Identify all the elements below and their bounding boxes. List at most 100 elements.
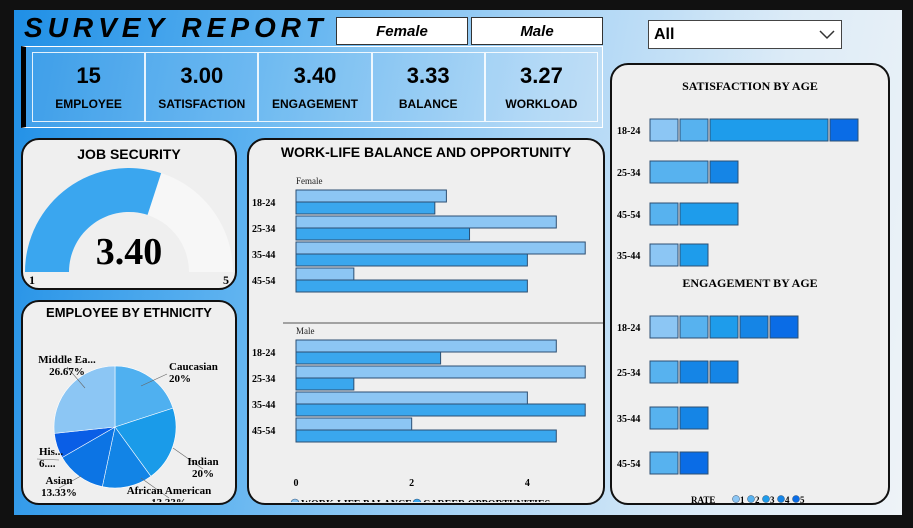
category-label: 18-24: [252, 348, 275, 359]
rating-segment: [649, 360, 679, 384]
rate-legend-marker: [747, 495, 755, 503]
rating-segment: [709, 118, 829, 142]
kpi-value: 15: [76, 63, 101, 88]
pie-slice-label: Middle Ea...: [38, 354, 96, 366]
ethnicity-title: EMPLOYEE BY ETHNICITY: [46, 305, 212, 320]
category-label: 25-34: [252, 224, 275, 235]
age-label: 18-24: [617, 126, 640, 137]
female-filter-button[interactable]: Female: [336, 17, 468, 45]
kpi-label: BALANCE: [398, 97, 458, 111]
kpi-strip: 15 EMPLOYEE 3.00 SATISFACTION 3.40 ENGAGEME…: [21, 46, 603, 128]
ethnicity-card: EMPLOYEE BY ETHNICITY Caucasian 20% Indian…: [21, 300, 237, 505]
work-life-chart: Female 18-24 25-34 35-44 45-54 Male 18-24 25-34…: [252, 176, 603, 502]
wlb-bar: [295, 417, 413, 431]
rate-legend-label: 5: [800, 495, 805, 503]
kpi-label: EMPLOYEE: [55, 97, 122, 111]
wlb-bar: [295, 241, 586, 255]
rating-segment: [679, 118, 709, 142]
wlb-bar: [295, 365, 586, 379]
pie-leader-line: [66, 366, 86, 389]
category-label: 45-54: [252, 426, 275, 437]
rate-legend-marker: [762, 495, 770, 503]
rating-segment: [769, 315, 799, 339]
rating-segment: [649, 243, 679, 267]
pie-slice-percent: 13.33%: [151, 497, 187, 502]
gauge-max-label: 5: [223, 273, 229, 287]
male-filter-button[interactable]: Male: [471, 17, 603, 45]
rate-legend-label: 3: [770, 495, 775, 503]
career-bar: [295, 253, 528, 267]
age-label: 18-24: [617, 323, 640, 334]
pie-slice: [53, 365, 116, 434]
age-label: 25-34: [617, 168, 640, 179]
wlb-bar: [295, 215, 557, 229]
pie-slice-percent: 20%: [192, 468, 214, 480]
pie-slice: [114, 365, 174, 428]
chart-title: ENGAGEMENT BY AGE: [682, 276, 817, 290]
rate-legend-label: 1: [740, 495, 745, 503]
rating-segment: [709, 360, 739, 384]
legend-label: CAREER OPPORTUNITIES: [423, 499, 551, 502]
x-tick-label: 0: [294, 478, 299, 489]
chart-title: SATISFACTION BY AGE: [682, 79, 818, 93]
dashboard-canvas: SURVEY REPORT Female Male All 15 EMPLOYEE…: [14, 10, 902, 515]
kpi-label: ENGAGEMENT: [272, 97, 359, 111]
career-bar: [295, 201, 436, 215]
rating-segment: [679, 243, 709, 267]
wlb-bar: [295, 339, 557, 353]
rating-segment: [649, 202, 679, 226]
kpi-employee: 15 EMPLOYEE: [32, 52, 146, 122]
filter-dropdown[interactable]: All: [648, 20, 842, 49]
age-label: 35-44: [617, 414, 640, 425]
gauge-value: 3.40: [96, 231, 163, 273]
age-rating-card: SATISFACTION BY AGE 18-24 25-34 45-54 35-44 E…: [610, 63, 890, 505]
career-bar: [295, 351, 442, 365]
pie-leader-line: [58, 475, 82, 489]
category-label: 45-54: [252, 276, 275, 287]
pie-slice-percent: 6....: [39, 458, 56, 470]
age-label: 45-54: [617, 459, 640, 470]
pie-slice-percent: 20%: [169, 373, 191, 385]
panel-label: Female: [296, 176, 323, 186]
kpi-workload: 3.27 WORKLOAD: [484, 52, 599, 122]
rating-segment: [649, 160, 709, 184]
age-label: 45-54: [617, 210, 640, 221]
career-bar: [295, 403, 586, 417]
kpi-value: 3.27: [520, 63, 563, 88]
rating-segment: [649, 406, 679, 430]
kpi-label: WORKLOAD: [505, 97, 578, 111]
rating-segment: [649, 118, 679, 142]
x-tick-label: 4: [525, 478, 530, 489]
legend-label: WORK-LIFE BALANCE: [301, 499, 412, 502]
rating-segment: [739, 315, 769, 339]
rating-segment: [649, 451, 679, 475]
work-life-title: WORK-LIFE BALANCE AND OPPORTUNITY: [280, 144, 572, 160]
category-label: 35-44: [252, 250, 275, 261]
rating-segment: [649, 315, 679, 339]
wlb-bar: [295, 267, 355, 281]
pie-leader-line: [140, 477, 170, 499]
gauge-min-label: 1: [29, 273, 35, 287]
kpi-value: 3.00: [180, 63, 224, 88]
career-bar: [295, 227, 471, 241]
pie-slice-percent: 13.33%: [41, 487, 77, 499]
kpi-balance: 3.33 BALANCE: [371, 52, 485, 122]
rating-segment: [829, 118, 859, 142]
pie-slice-label: African American: [127, 485, 212, 497]
page-title: SURVEY REPORT: [24, 12, 328, 43]
age-label: 25-34: [617, 368, 640, 379]
pie-slice: [114, 407, 177, 477]
filter-dropdown-value: All: [654, 25, 675, 43]
pie-leader-line: [172, 447, 204, 470]
wlb-bar: [295, 391, 528, 405]
rate-legend-label: 4: [785, 495, 790, 503]
pie-slice-label: Indian: [187, 456, 218, 468]
pie-leader-line: [140, 373, 168, 387]
chevron-down-icon: [819, 30, 835, 40]
rate-legend-marker: [732, 495, 740, 503]
pie-leader-line: [36, 458, 60, 461]
rating-segment: [679, 202, 739, 226]
career-bar: [295, 377, 355, 391]
rating-segment: [709, 315, 739, 339]
